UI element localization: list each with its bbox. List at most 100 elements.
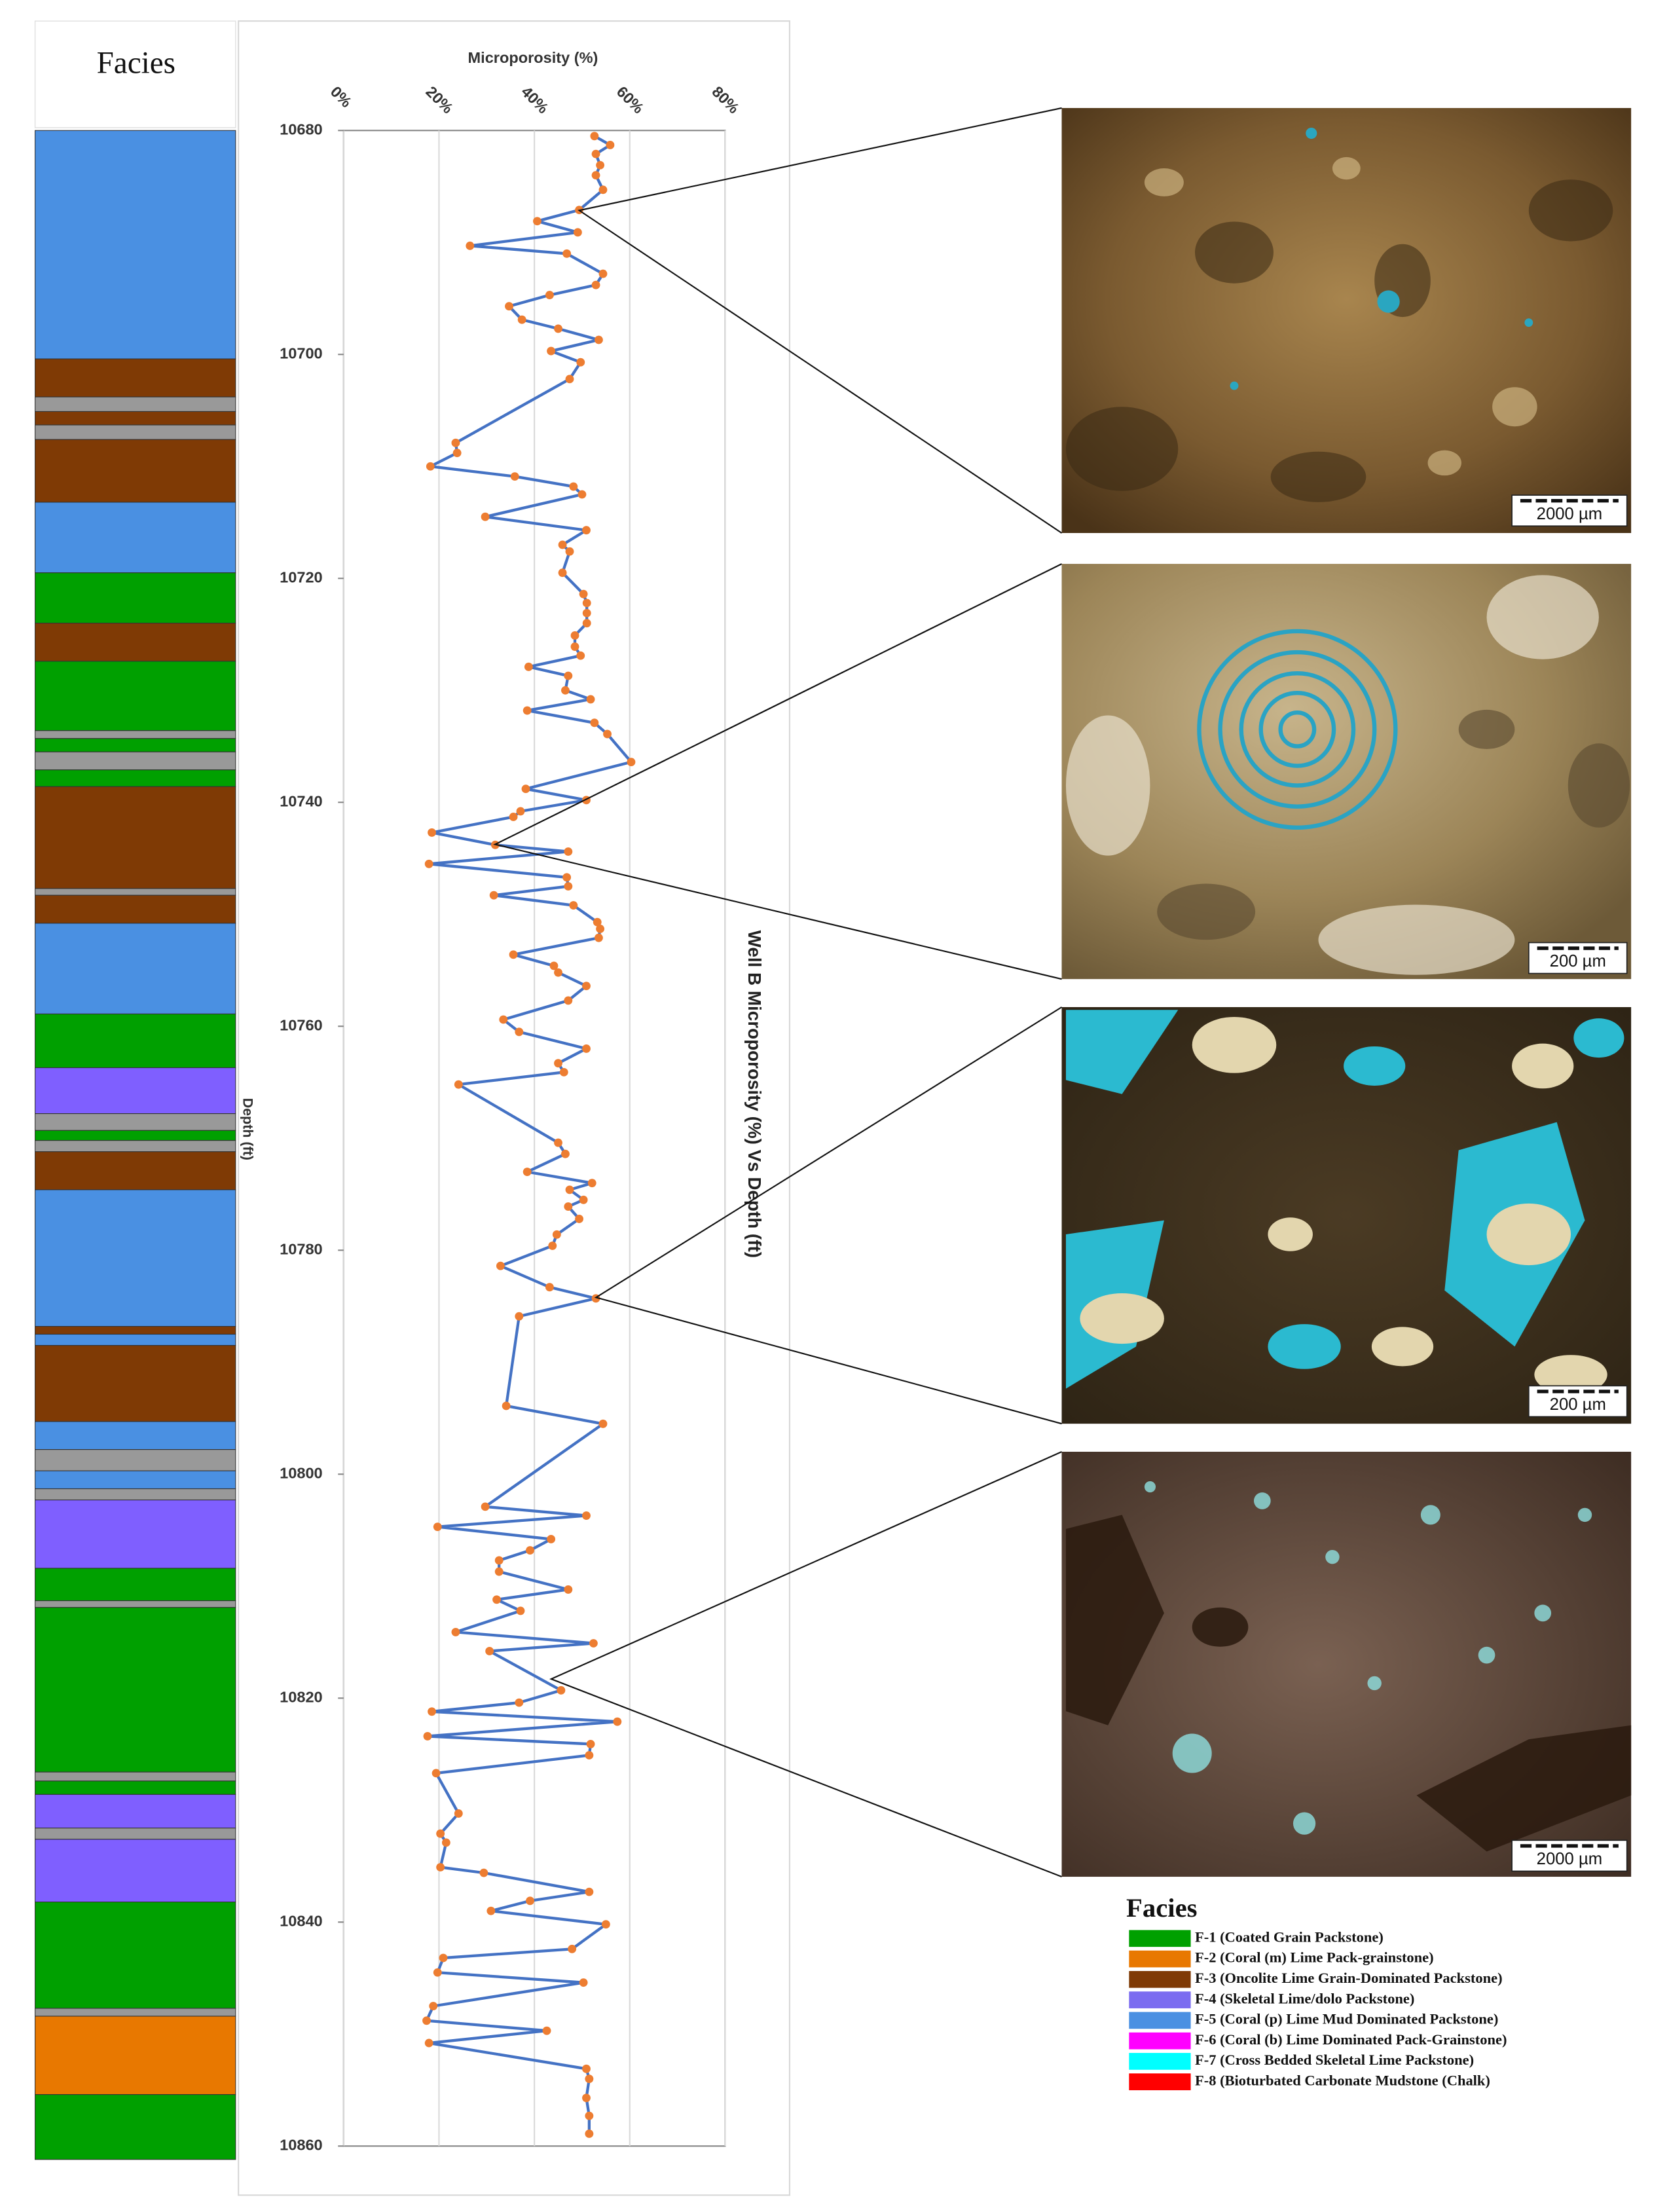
legend: F-1 (Coated Grain Packstone) F-2 (Coral (… [1129,1928,1507,2091]
data-point [585,1887,594,1896]
facies-layer [35,1140,236,1152]
data-point [591,149,600,158]
facies-layer [35,1421,236,1450]
data-point [466,241,475,250]
legend-label: F-4 (Skeletal Lime/dolo Packstone) [1195,1990,1414,2006]
scale-bars: 2000 µm 200 µm 200 µm 2000 µm [1511,494,1628,1872]
data-point [579,1978,588,1987]
y-tick-label: 10780 [280,1240,322,1257]
data-point [516,1606,525,1615]
data-point [582,982,591,991]
data-point [424,859,433,868]
facies-layer [35,572,236,624]
value-axis-label: Microporosity (%) [468,49,598,66]
y-tick-label: 10740 [280,792,322,809]
y-tick-label: 10700 [280,344,322,361]
data-point [509,950,518,959]
data-point [526,1896,534,1906]
facies-layer [35,738,236,752]
facies-layer [35,1568,236,1602]
data-point [562,249,572,258]
connector [492,563,1062,980]
data-point [517,315,526,324]
data-point [479,1868,488,1877]
pores [1230,127,1533,390]
legend-label: F-2 (Coral (m) Lime Pack-grainstone) [1195,1949,1434,1966]
facies-layer [35,1780,236,1795]
data-point [595,933,603,942]
data-point [591,171,600,180]
data-point [598,185,608,194]
micrograph [1061,107,1632,533]
data-point [481,1502,490,1511]
data-point [582,1511,591,1520]
legend-swatch [1129,2073,1191,2091]
facies-layer [35,1130,236,1141]
data-point [582,2093,591,2103]
data-point [423,1732,432,1741]
data-point [554,1059,562,1068]
data-point [575,1214,583,1223]
facies-layer [35,1326,236,1335]
data-point [542,2026,551,2035]
legend-title: Facies [1126,1893,1197,1923]
data-point [426,462,435,471]
micrograph [1061,1452,1632,1877]
data-point [533,217,541,226]
data-point [547,1535,556,1543]
data-point [565,1185,574,1194]
facies-layer [35,1771,236,1782]
data-point [585,2129,594,2138]
legend-label: F-5 (Coral (p) Lime Mud Dominated Packst… [1195,2011,1498,2027]
data-point [569,901,578,910]
data-point [557,1686,566,1695]
data-point [565,375,574,384]
data-point [452,449,462,458]
data-point [545,291,554,300]
legend-swatch [1129,2012,1191,2029]
data-point [422,2016,431,2025]
facies-layer [35,1067,236,1115]
facies-layer [35,1794,236,1829]
chart-title: Well B Microporosity (%) Vs Depth (ft) [744,931,765,1258]
data-point [564,996,573,1005]
data-point [582,608,591,618]
micrograph [1061,1006,1632,1424]
facies-layer [35,623,236,662]
legend-label: F-6 (Coral (b) Lime Dominated Pack-Grain… [1195,2031,1507,2048]
data-point [613,1717,622,1726]
texture [1065,575,1599,975]
data-point [585,2074,594,2084]
facies-layer [35,502,236,574]
facies-layer [35,2016,236,2095]
oncoid [1197,629,1398,830]
data-point [582,1044,591,1053]
plot: 0% 20% 40% 60% 80%10680107001072010740107601… [280,83,743,2154]
data-point [494,1556,504,1565]
data-point [585,2111,594,2120]
data-point [485,1647,494,1655]
data-point [589,1639,598,1648]
legend-label: F-1 (Coated Grain Packstone) [1195,1928,1384,1945]
y-tick-label: 10720 [280,568,322,585]
data-point [564,882,573,891]
data-point [627,758,636,767]
facies-layer [35,2094,236,2160]
data-point [561,686,570,695]
data-point [424,2038,433,2048]
scale-label: 200 µm [1550,1395,1606,1414]
micrograph [1061,564,1632,980]
data-point [593,917,602,927]
data-point [570,642,579,651]
data-point [521,784,530,794]
data-point [573,228,582,237]
data-point [558,540,567,549]
connectors [492,107,1063,1878]
data-point [564,1202,573,1211]
data-point [549,961,559,970]
data-point [603,729,612,739]
connector [594,1006,1063,1425]
data-point [515,1698,524,1707]
data-point [598,1419,608,1428]
